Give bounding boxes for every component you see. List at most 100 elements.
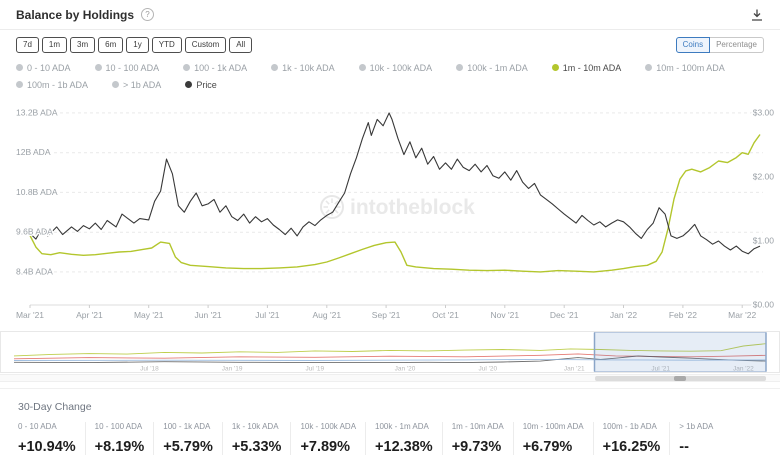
legend-item-100m-1b-ada[interactable]: 100m - 1b ADA <box>16 80 88 90</box>
legend-label: > 1b ADA <box>123 79 162 90</box>
x-axis-label: Mar '22 <box>728 310 756 320</box>
legend-item-0-10-ada[interactable]: 0 - 10 ADA <box>16 63 71 73</box>
change-col-value: +8.19% <box>94 438 145 455</box>
change-section-title: 30-Day Change <box>18 400 92 413</box>
x-axis-label: Jun '21 <box>195 310 222 320</box>
legend-dot <box>94 64 102 72</box>
change-col-10-100-ada: 10 - 100 ADA +8.19% <box>84 421 154 455</box>
legend-item-1b-ada[interactable]: > 1b ADA <box>112 80 161 90</box>
nav-x-label: Jul '18 <box>140 365 159 372</box>
range-button-1m[interactable]: 1m <box>41 37 68 53</box>
change-col-10m-100m-ada: 10m - 100m ADA +6.79% <box>512 421 593 455</box>
x-axis-label: Apr '21 <box>76 310 103 320</box>
change-col-label: 10 - 100 ADA <box>94 421 143 431</box>
legend-dot <box>645 64 653 72</box>
change-col-label: 10k - 100k ADA <box>300 421 357 431</box>
balance-by-holdings-card: Balance by Holdings ? 7d 1m 3m 6m 1y YTD Custo… <box>0 0 780 455</box>
legend-label: 10m - 100m ADA <box>656 62 725 73</box>
unit-toggle-coins[interactable]: Coins <box>675 37 711 53</box>
navigator-svg[interactable]: Jul '18 Jan '19 Jul '19 Jan '20 Jul '20 Jan '… <box>0 330 780 373</box>
legend-label: 10 - 100 ADA <box>105 62 160 73</box>
range-button-7d[interactable]: 7d <box>16 37 39 53</box>
legend-label: 100 - 1k ADA <box>194 62 248 73</box>
change-col-label: 1k - 10k ADA <box>231 421 279 431</box>
y-axis-left-label: 12B ADA <box>16 147 51 157</box>
range-button-1y[interactable]: 1y <box>126 37 149 53</box>
change-col-label: 100 - 1k ADA <box>163 421 211 431</box>
nav-x-label: Jan '19 <box>222 365 243 372</box>
legend-dot <box>551 64 559 72</box>
legend-item-1m-10m-ada[interactable]: 1m - 10m ADA <box>551 62 622 73</box>
x-axis-label: Nov '21 <box>491 310 520 320</box>
x-axis-label: Aug '21 <box>313 310 342 320</box>
series-line-price <box>29 112 761 254</box>
download-icon[interactable] <box>750 8 764 22</box>
nav-series-mid-band <box>13 353 767 359</box>
navigator-brush[interactable] <box>594 331 767 372</box>
legend-item-price[interactable]: Price <box>185 80 217 90</box>
x-axis-label: Feb '22 <box>669 310 697 320</box>
navigator-scrollbar[interactable] <box>0 373 780 382</box>
card-header: Balance by Holdings ? <box>0 0 780 30</box>
legend-label: 1m - 10m ADA <box>562 62 622 73</box>
y-axis-right-label: $3.00 <box>753 107 775 117</box>
balance-chart-svg[interactable]: intotheblock 13.2B ADA 12B ADA 10.8B ADA 9.6… <box>0 95 780 327</box>
legend-dot <box>183 64 191 72</box>
legend-item-10-100-ada[interactable]: 10 - 100 ADA <box>94 62 160 73</box>
change-col-label: > 1b ADA <box>679 421 714 431</box>
unit-toggle-percentage[interactable]: Percentage <box>709 37 764 53</box>
y-axis-left-label: 13.2B ADA <box>16 107 58 117</box>
legend-item-10k-100k-ada[interactable]: 10k - 100k ADA <box>358 63 432 73</box>
x-axis-label: Mar '21 <box>16 310 44 320</box>
change-col-label: 0 - 10 ADA <box>18 421 57 431</box>
change-col-value: +10.94% <box>18 438 76 455</box>
range-button-ytd[interactable]: YTD <box>151 37 182 53</box>
navigator-chart[interactable]: Jul '18 Jan '19 Jul '19 Jan '20 Jul '20 Jan '… <box>0 330 780 373</box>
legend-dot <box>358 64 366 72</box>
change-col-value: -- <box>679 438 689 455</box>
legend-dot <box>185 81 193 89</box>
scrollbar-grip[interactable] <box>674 375 686 381</box>
y-axis-left-label: 9.6B ADA <box>16 226 53 236</box>
page-title: Balance by Holdings <box>16 7 135 22</box>
legend-item-100k-1m-ada[interactable]: 100k - 1m ADA <box>456 63 528 73</box>
y-axis-right-label: $2.00 <box>753 171 775 181</box>
navigator-frame <box>0 330 780 373</box>
x-axis-label: Dec '21 <box>550 310 579 320</box>
legend-dot <box>16 81 23 89</box>
legend-label: Price <box>196 79 217 90</box>
change-col-value: +9.73% <box>451 438 502 455</box>
chart-controls: 7d 1m 3m 6m 1y YTD Custom All Coins Percentage <box>0 30 780 55</box>
range-button-custom[interactable]: Custom <box>184 37 227 53</box>
watermark-spoke <box>325 208 330 214</box>
change-col-label: 10m - 100m ADA <box>522 421 584 431</box>
legend-item-100-1k-ada[interactable]: 100 - 1k ADA <box>183 63 247 73</box>
change-col-100-1k-ada: 100 - 1k ADA +5.79% <box>153 421 222 455</box>
thirty-day-change-section: 30-Day Change 0 - 10 ADA +10.94% 10 - 100 … <box>0 387 780 455</box>
nav-series-price <box>13 355 767 363</box>
help-icon[interactable]: ? <box>141 8 155 21</box>
main-chart[interactable]: intotheblock 13.2B ADA 12B ADA 10.8B ADA 9.6… <box>0 95 780 327</box>
change-table: 0 - 10 ADA +10.94% 10 - 100 ADA +8.19% 100 -… <box>18 421 762 455</box>
x-axis-label: Oct '21 <box>432 310 459 320</box>
legend-label: 1k - 10k ADA <box>282 62 335 73</box>
change-col-value: +12.38% <box>375 438 433 455</box>
range-button-all[interactable]: All <box>229 37 253 53</box>
watermark-spoke <box>334 200 339 205</box>
nav-x-label: Jul '21 <box>651 365 670 372</box>
nav-x-label: Jan '22 <box>733 365 754 372</box>
change-col-label: 100m - 1b ADA <box>602 421 657 431</box>
legend-label: 0 - 10 ADA <box>27 62 71 73</box>
watermark-logo <box>320 194 344 219</box>
range-button-6m[interactable]: 6m <box>98 37 124 53</box>
watermark-circle <box>320 194 344 219</box>
y-axis-right-label: $0.00 <box>753 299 775 309</box>
change-col-100m-1b-ada: 100m - 1b ADA +16.25% <box>592 421 670 455</box>
change-col-value: +16.25% <box>602 438 661 455</box>
change-col-label: 100k - 1m ADA <box>375 421 429 431</box>
change-col-label: 1m - 10m ADA <box>451 421 504 431</box>
legend-item-1k-10k-ada[interactable]: 1k - 10k ADA <box>271 63 335 73</box>
legend-item-10m-100m-ada[interactable]: 10m - 100m ADA <box>645 63 725 73</box>
range-button-3m[interactable]: 3m <box>70 37 96 53</box>
change-col-1b-ada: > 1b ADA -- <box>669 421 722 455</box>
